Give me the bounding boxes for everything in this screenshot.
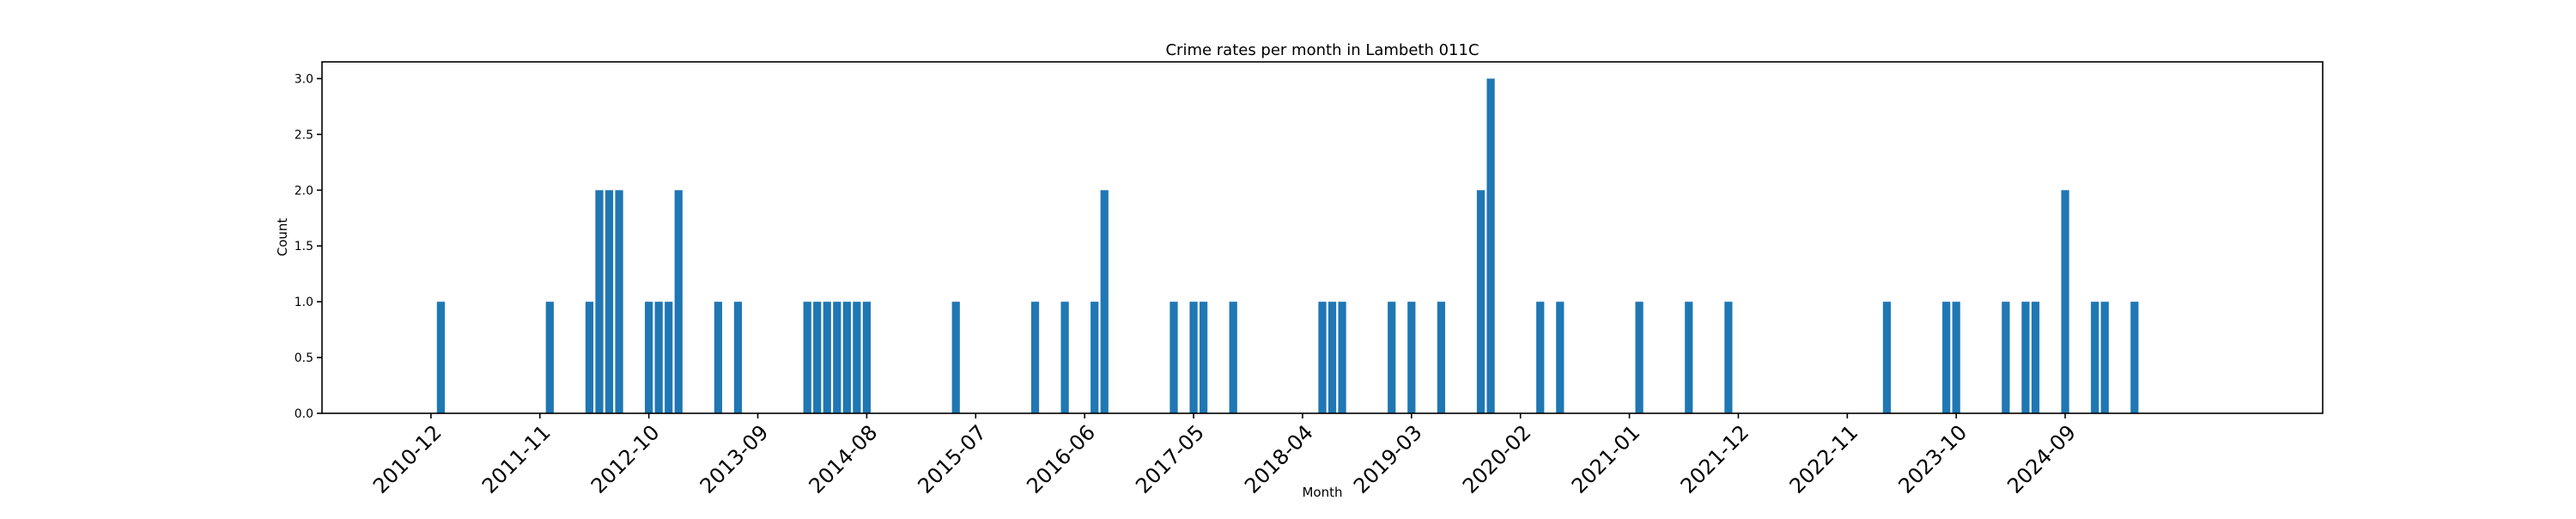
x-tick-label: 2016-06 xyxy=(1022,420,1100,498)
x-tick-label: 2021-12 xyxy=(1676,420,1754,498)
x-tick-label: 2012-10 xyxy=(586,420,665,498)
x-tick-label: 2010-12 xyxy=(368,420,447,498)
y-tick-label: 3.0 xyxy=(295,72,313,86)
bar xyxy=(951,302,960,413)
y-tick-label: 0.5 xyxy=(295,351,313,365)
bar xyxy=(714,302,722,413)
bar xyxy=(733,302,743,413)
bar xyxy=(1100,190,1109,413)
bar xyxy=(2130,302,2139,413)
x-tick-label: 2024-09 xyxy=(2002,420,2081,498)
bar xyxy=(2100,302,2109,413)
bar xyxy=(2031,302,2040,413)
bar xyxy=(1486,78,1495,413)
bar xyxy=(2061,190,2069,413)
x-tick-label: 2019-03 xyxy=(1349,420,1427,498)
bar xyxy=(1338,302,1346,413)
x-axis: 2010-12 2011-11 2012-10 2013-09 2014-08 2015-… xyxy=(368,413,2081,498)
bar xyxy=(803,302,811,413)
bar xyxy=(645,302,653,413)
x-tick-label: 2013-09 xyxy=(696,420,774,498)
plot-frame xyxy=(321,61,2324,414)
bar xyxy=(1388,302,1396,413)
bar xyxy=(1327,302,1337,413)
bar xyxy=(674,190,683,413)
y-axis-title: Count xyxy=(275,218,290,257)
bar xyxy=(1437,302,1446,413)
x-tick-label: 2023-10 xyxy=(1893,420,1971,498)
bar xyxy=(615,190,623,413)
y-tick-label: 1.0 xyxy=(295,296,313,309)
bar xyxy=(605,190,614,413)
bars-layer xyxy=(436,78,2139,413)
bar xyxy=(1030,302,1040,413)
y-tick-label: 0.0 xyxy=(295,407,313,421)
x-tick-label: 2014-08 xyxy=(805,420,883,498)
bar xyxy=(842,302,851,413)
bar xyxy=(1199,302,1208,413)
bar xyxy=(1229,302,1237,413)
x-tick-label: 2011-11 xyxy=(477,420,556,498)
bar xyxy=(1556,302,1564,413)
bar xyxy=(813,302,822,413)
y-axis: 0.0 0.5 1.0 1.5 2.0 2.5 3.0 xyxy=(295,72,322,421)
bar xyxy=(654,302,663,413)
bar xyxy=(1318,302,1327,413)
bar xyxy=(1635,302,1643,413)
bar xyxy=(1952,302,1960,413)
bar xyxy=(2091,302,2099,413)
y-tick-label: 1.5 xyxy=(295,240,313,253)
bar xyxy=(1407,302,1416,413)
bar xyxy=(833,302,841,413)
bar xyxy=(1882,302,1892,413)
bar xyxy=(595,190,604,413)
y-tick-label: 2.5 xyxy=(295,128,313,142)
bar xyxy=(862,302,872,413)
bar xyxy=(2021,302,2030,413)
y-tick-label: 2.0 xyxy=(295,184,313,198)
bar xyxy=(1060,302,1069,413)
x-tick-label: 2017-05 xyxy=(1131,420,1209,498)
bar xyxy=(1189,302,1198,413)
chart-title: Crime rates per month in Lambeth 011C xyxy=(1165,41,1479,59)
bar xyxy=(1170,302,1178,413)
bar xyxy=(2002,302,2010,413)
bar xyxy=(1536,302,1545,413)
bar xyxy=(823,302,831,413)
x-tick-label: 2021-01 xyxy=(1567,420,1645,498)
bar xyxy=(1091,302,1099,413)
x-axis-title: Month xyxy=(1302,485,1342,500)
bar xyxy=(545,302,554,413)
bar xyxy=(853,302,861,413)
bar xyxy=(1942,302,1951,413)
bar xyxy=(1724,302,1733,413)
x-tick-label: 2022-11 xyxy=(1785,420,1863,498)
bar xyxy=(436,302,446,413)
bar xyxy=(665,302,673,413)
x-tick-label: 2020-02 xyxy=(1458,420,1536,498)
bar xyxy=(585,302,594,413)
bar xyxy=(1476,190,1485,413)
x-tick-label: 2015-07 xyxy=(913,420,991,498)
bar xyxy=(1685,302,1693,413)
